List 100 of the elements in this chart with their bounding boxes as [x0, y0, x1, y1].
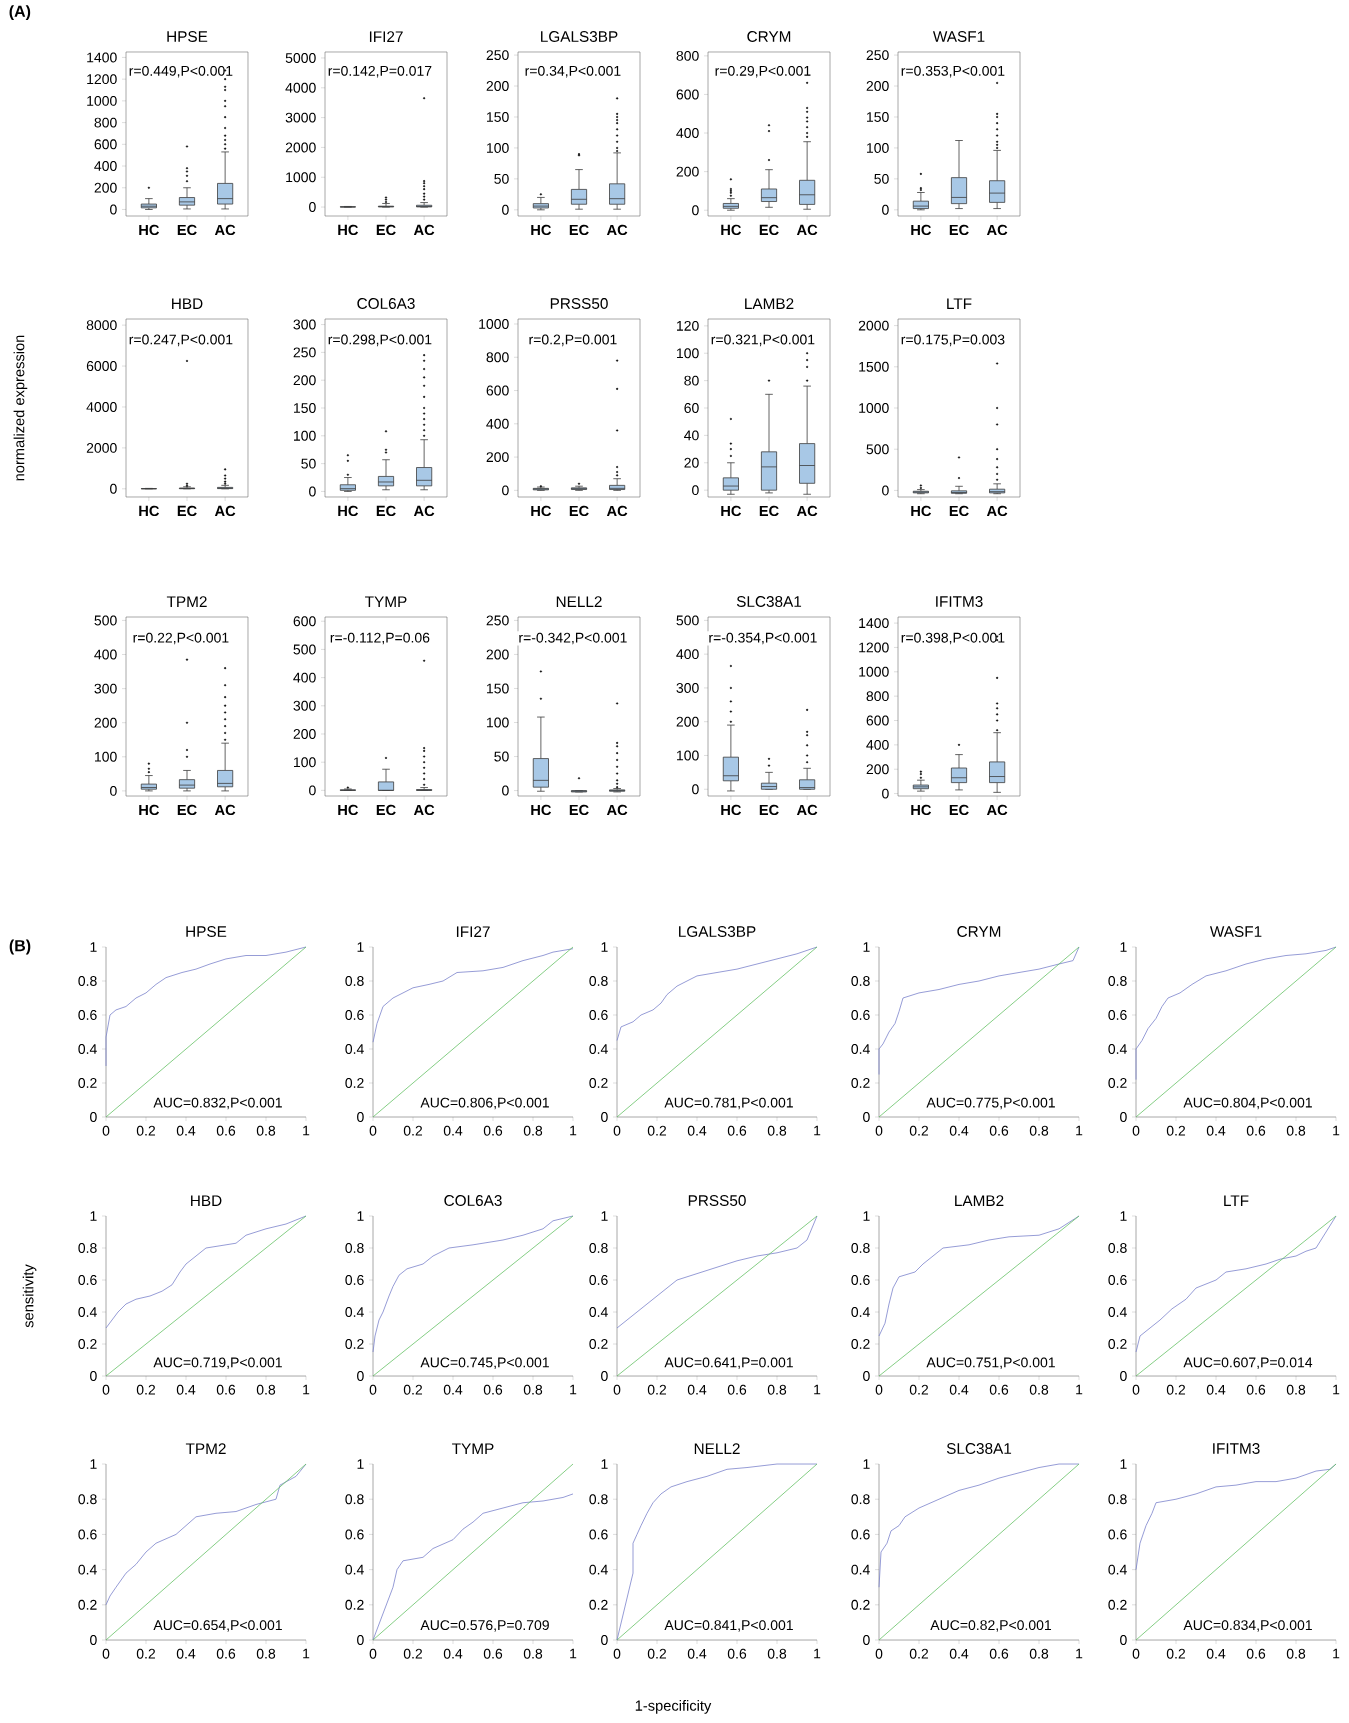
annotation: AUC=0.775,P<0.001: [926, 1097, 1055, 1110]
x-tick-label: HC: [338, 505, 359, 517]
x-tick-label: 0.8: [1286, 1648, 1306, 1659]
x-tick-label: 0.2: [647, 1125, 667, 1136]
y-tick-label: 800: [486, 352, 509, 363]
y-tick-label: 0.8: [851, 1494, 870, 1505]
y-tick-label: 1200: [87, 74, 117, 85]
x-tick-label: EC: [759, 505, 779, 517]
annotation: r=0.298,P<0.001: [328, 334, 432, 347]
y-tick-label: 0.2: [78, 1599, 97, 1610]
y-tick-label: 250: [486, 615, 509, 626]
chart-title: TYMP: [365, 596, 407, 607]
y-tick-label: 0: [863, 1112, 870, 1122]
x-tick-label: 0: [1132, 1125, 1140, 1136]
y-tick-label: 0.8: [78, 976, 97, 986]
chart-title: TPM2: [185, 1443, 226, 1454]
y-axis-title: normalized expression: [13, 335, 28, 481]
x-tick-label: 0.4: [1206, 1125, 1226, 1136]
x-tick-label: AC: [214, 224, 236, 236]
annotation: AUC=0.576,P=0.709: [420, 1620, 549, 1632]
x-tick-label: HC: [721, 804, 742, 816]
y-tick-label: 0: [90, 1371, 97, 1381]
x-tick-label: 0.4: [443, 1648, 463, 1659]
annotation: r=0.353,P<0.001: [901, 65, 1005, 78]
y-tick-label: 0.4: [589, 1564, 608, 1575]
x-tick-label: 0.8: [523, 1648, 543, 1659]
chart-title: TYMP: [452, 1443, 494, 1454]
y-tick-label: 100: [677, 750, 699, 761]
x-tick-label: 0: [1132, 1648, 1140, 1659]
x-tick-label: EC: [376, 804, 396, 816]
x-tick-label: 0.6: [1246, 1125, 1266, 1136]
x-tick-label: 1: [1076, 1384, 1083, 1395]
x-tick-label: HC: [721, 224, 742, 236]
y-tick-label: 0: [110, 785, 117, 796]
y-tick-label: 1: [1120, 1459, 1127, 1469]
y-tick-label: 3000: [285, 112, 316, 123]
annotation: r=0.34,P<0.001: [525, 65, 621, 78]
y-tick-label: 0.2: [1108, 1339, 1127, 1349]
y-tick-label: 0: [357, 1371, 364, 1381]
y-tick-label: 0: [601, 1371, 608, 1381]
y-tick-label: 600: [486, 385, 509, 396]
y-tick-label: 0.6: [1108, 1010, 1127, 1020]
x-tick-label: 0.2: [647, 1648, 667, 1659]
x-tick-label: 1: [814, 1384, 821, 1395]
x-tick-label: AC: [413, 804, 435, 816]
y-tick-label: 0.2: [1108, 1078, 1127, 1088]
x-tick-label: HC: [721, 505, 742, 517]
x-tick-label: AC: [413, 505, 435, 517]
y-tick-label: 0.8: [851, 1243, 870, 1253]
chart-title: SLC38A1: [736, 596, 802, 607]
x-tick-label: 0: [613, 1384, 621, 1395]
x-tick-label: AC: [606, 804, 628, 816]
x-tick-label: 0.4: [1206, 1384, 1226, 1395]
annotation: r=0.2,P=0.001: [529, 334, 617, 347]
y-tick-label: 1: [1120, 1211, 1127, 1221]
y-tick-label: 500: [676, 615, 699, 626]
x-tick-label: HC: [338, 224, 359, 236]
y-tick-label: 800: [676, 50, 699, 61]
y-tick-label: 1000: [859, 666, 889, 677]
y-tick-label: 0.4: [345, 1564, 364, 1575]
x-tick-label: 0.4: [176, 1125, 196, 1136]
y-tick-label: 0.6: [78, 1275, 97, 1285]
y-tick-label: 0.4: [1108, 1044, 1127, 1054]
y-tick-label: 500: [293, 644, 316, 655]
y-tick-label: 250: [866, 50, 889, 61]
y-tick-label: 150: [487, 112, 509, 122]
annotation: r=0.29,P<0.001: [715, 65, 811, 78]
y-tick-label: 1: [601, 942, 608, 952]
chart-title: LGALS3BP: [541, 31, 618, 42]
y-tick-label: 400: [293, 672, 316, 683]
y-tick-label: 0: [1120, 1371, 1127, 1381]
y-tick-label: 300: [676, 682, 699, 693]
x-tick-label: 0: [369, 1648, 377, 1659]
y-tick-label: 0.6: [345, 1529, 364, 1540]
y-tick-label: 100: [487, 142, 509, 153]
x-tick-label: HC: [139, 505, 160, 517]
x-tick-label: 0: [369, 1384, 377, 1395]
annotation: r=0.22,P<0.001: [133, 632, 229, 645]
x-tick-label: 0.8: [523, 1125, 543, 1136]
y-tick-label: 400: [866, 739, 889, 750]
y-tick-label: 0.2: [345, 1599, 364, 1610]
x-tick-label: 0.8: [767, 1125, 787, 1136]
x-tick-label: 1: [1333, 1125, 1340, 1136]
y-tick-label: 0.6: [1108, 1529, 1127, 1540]
x-tick-label: HC: [911, 505, 932, 517]
y-tick-label: 1: [1120, 942, 1127, 952]
y-tick-label: 0.4: [1108, 1307, 1127, 1317]
y-tick-label: 800: [94, 117, 117, 128]
y-tick-label: 400: [676, 649, 699, 660]
x-tick-label: HC: [911, 804, 932, 816]
x-tick-label: AC: [986, 804, 1008, 816]
y-tick-label: 0.6: [345, 1010, 364, 1020]
chart-title: IFI27: [456, 926, 490, 937]
x-tick-label: 0.6: [216, 1384, 236, 1395]
y-tick-label: 1: [357, 1211, 364, 1221]
y-tick-label: 0: [863, 1371, 870, 1381]
y-tick-label: 0.6: [851, 1275, 870, 1285]
x-axis-title: 1-specificity: [635, 1700, 712, 1714]
y-tick-label: 400: [94, 161, 117, 172]
x-tick-label: HC: [338, 804, 359, 816]
